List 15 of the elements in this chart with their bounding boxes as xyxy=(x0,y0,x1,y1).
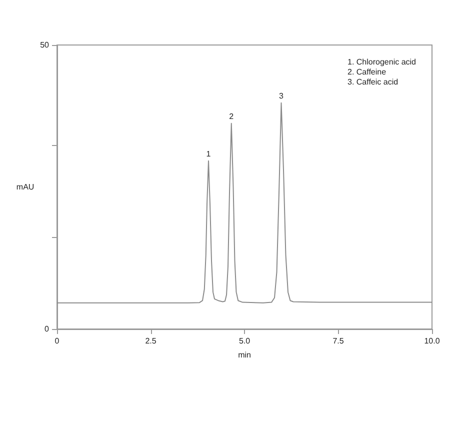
annotation: 1 xyxy=(206,149,212,158)
x-tick-label: 10.0 xyxy=(424,336,440,346)
line-series xyxy=(56,102,432,304)
y-tick-label: 50 xyxy=(40,40,50,50)
x-tick-label: 0 xyxy=(54,336,60,346)
annotation: 2. Caffeine xyxy=(348,68,387,76)
x-tick-label: 2.5 xyxy=(145,336,157,346)
x-tick-label: 7.5 xyxy=(332,336,344,346)
annotation: 1. Chlorogenic acid xyxy=(348,58,416,66)
x-tick-label: 5.0 xyxy=(238,336,251,346)
annotation: 3. Caffeic acid xyxy=(348,78,398,86)
y-axis-title: mAU xyxy=(16,182,34,192)
x-axis-title: min xyxy=(238,350,251,360)
annotation: 2 xyxy=(229,112,234,121)
annotation: 3 xyxy=(279,91,284,100)
